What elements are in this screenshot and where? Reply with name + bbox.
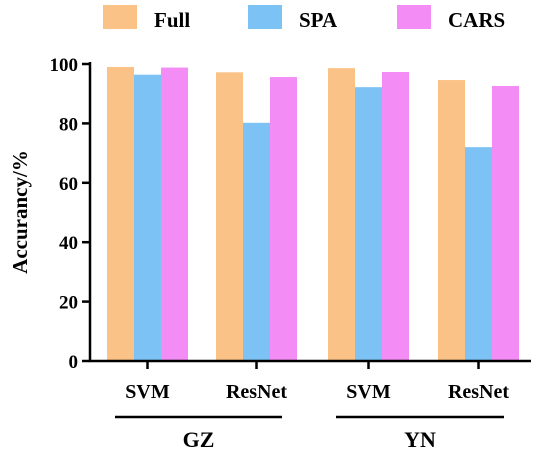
legend-label-full: Full — [154, 8, 190, 32]
y-tick-label-100: 100 — [50, 55, 79, 76]
legend-swatch-full — [103, 5, 137, 29]
bar-spa-3 — [355, 87, 382, 361]
y-axis-label: Accurancy/% — [8, 150, 32, 274]
legend-swatch-cars — [397, 5, 431, 29]
x-tick-label-3: SVM — [346, 381, 391, 403]
bar-spa-1 — [134, 74, 161, 361]
bar-spa-4 — [465, 147, 492, 361]
y-tick-label-0: 0 — [69, 352, 79, 373]
y-tick-label-60: 60 — [59, 174, 78, 195]
y-tick-label-80: 80 — [59, 114, 78, 135]
axes: 0 20 40 60 80 100 SVM ResNet SVM ResNet GZ YN — [50, 55, 531, 452]
legend-swatch-spa — [248, 5, 282, 29]
bar-full-1 — [107, 66, 134, 361]
legend-label-spa: SPA — [299, 8, 338, 32]
legend: Full SPA CARS — [103, 5, 505, 32]
bar-full-2 — [216, 72, 243, 361]
x-tick-label-2: ResNet — [226, 381, 287, 403]
bar-cars-4 — [492, 85, 519, 361]
bar-spa-2 — [243, 122, 270, 361]
bar-cars-3 — [382, 72, 409, 362]
x-tick-label-1: SVM — [125, 381, 170, 403]
group-label-yn: YN — [404, 427, 436, 452]
y-tick-label-20: 20 — [59, 293, 78, 314]
bars — [107, 66, 519, 362]
bar-cars-1 — [161, 67, 188, 362]
x-tick-label-4: ResNet — [448, 381, 509, 403]
bar-full-3 — [328, 68, 355, 362]
bar-full-4 — [438, 80, 465, 362]
legend-label-cars: CARS — [448, 8, 505, 32]
y-tick-label-40: 40 — [59, 233, 78, 254]
group-label-gz: GZ — [183, 427, 215, 452]
bar-cars-2 — [270, 77, 297, 362]
